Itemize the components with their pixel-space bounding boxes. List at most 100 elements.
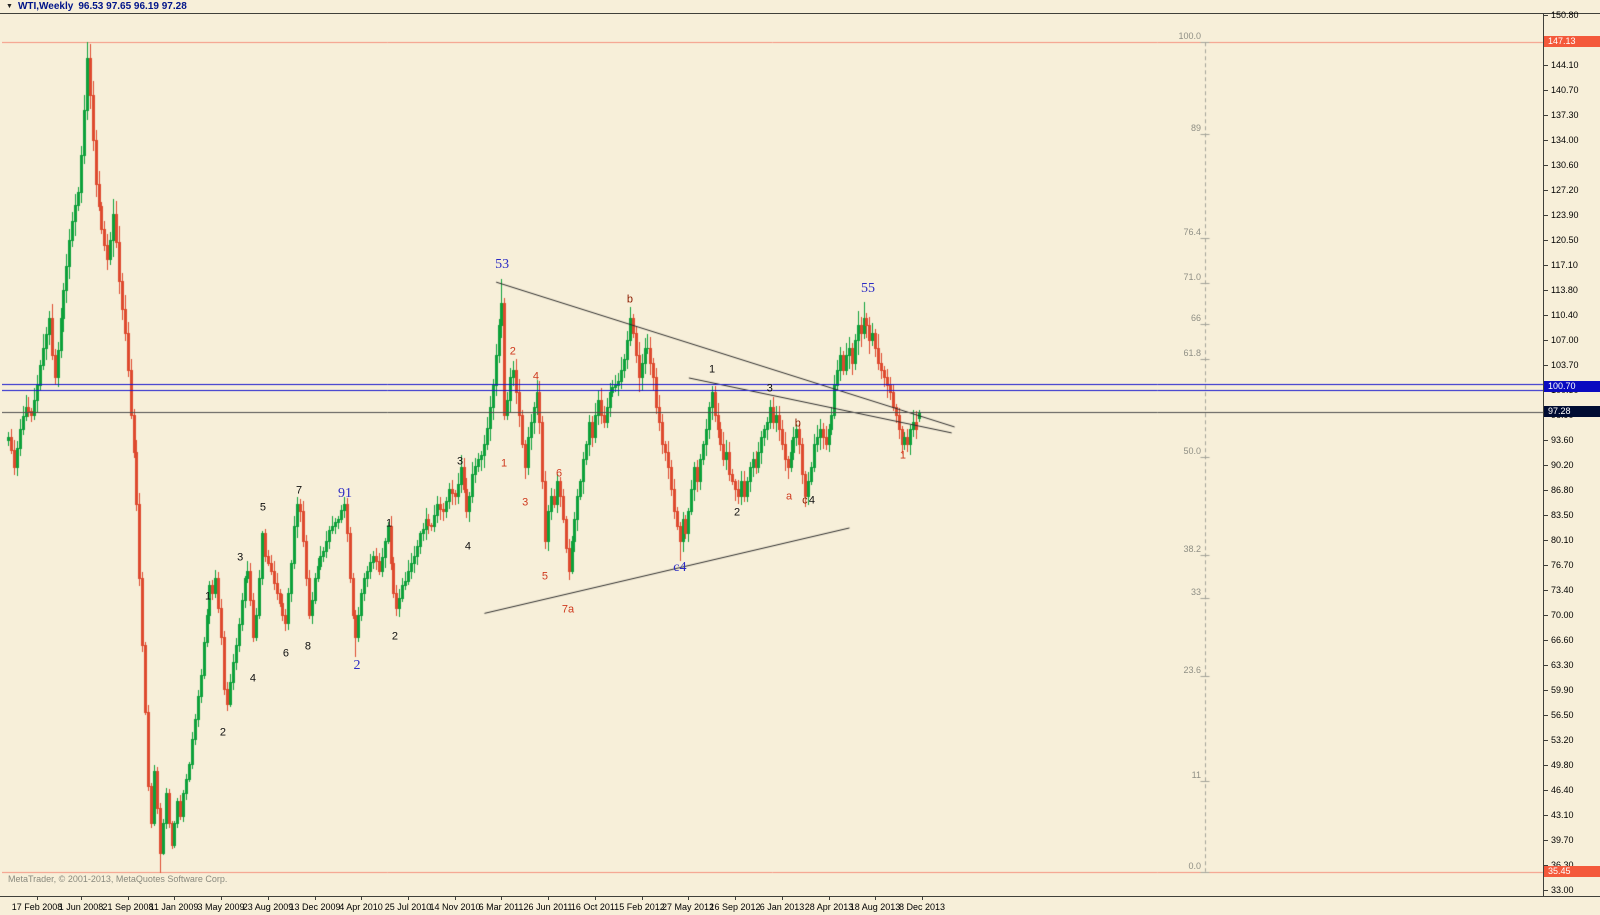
date-axis-tick [501, 897, 502, 900]
price-axis-tick [1544, 765, 1548, 766]
price-axis-tick [1544, 490, 1548, 491]
wave-label[interactable]: 91 [337, 486, 352, 502]
price-axis-tick [1544, 565, 1548, 566]
price-axis-label: 150.80 [1551, 10, 1579, 20]
date-axis-tick [81, 897, 82, 900]
date-axis-tick [221, 897, 222, 900]
wave-label[interactable]: 55 [860, 281, 875, 297]
price-axis-label: 83.50 [1551, 510, 1574, 520]
date-axis-tick [922, 897, 923, 900]
date-axis-label: 13 Dec 2009 [289, 902, 341, 912]
price-axis-tick [1544, 290, 1548, 291]
price-axis-label: 134.00 [1551, 135, 1579, 145]
fib-level-label: 11 [1191, 769, 1201, 780]
price-axis-label: 93.60 [1551, 435, 1574, 445]
price-axis-label: 36.30 [1551, 860, 1574, 870]
wave-label[interactable]: 7 [296, 484, 303, 497]
wave-label[interactable]: 2 [391, 630, 398, 643]
date-axis-label: 21 Sep 2008 [102, 902, 154, 912]
price-tag-current: 97.28 [1544, 406, 1600, 417]
price-axis-tick [1544, 165, 1548, 166]
price-tag-low-35: 35.45 [1544, 866, 1600, 877]
price-axis-label: 70.00 [1551, 610, 1574, 620]
wave-label[interactable]: 1 [385, 517, 393, 530]
wave-label[interactable]: 3 [237, 551, 244, 564]
date-axis-tick [455, 897, 456, 900]
date-axis-tick [315, 897, 316, 900]
date-axis-label: 25 Jul 2010 [384, 902, 432, 912]
date-axis-tick [548, 897, 549, 900]
wave-label[interactable]: 4 [464, 540, 471, 553]
price-axis-tick [1544, 615, 1548, 616]
date-axis-tick [642, 897, 643, 900]
date-axis-label: 16 Sep 2012 [709, 902, 761, 912]
price-axis-tick [1544, 890, 1548, 891]
wave-label[interactable]: 1 [708, 363, 716, 376]
fib-level-label: 0.0 [1188, 860, 1201, 871]
wave-label[interactable]: 2 [353, 658, 361, 674]
price-axis-tick [1544, 190, 1548, 191]
wave-label[interactable]: 53 [495, 257, 510, 273]
wave-label[interactable]: 2 [219, 726, 226, 739]
wave-label[interactable]: 2 [509, 345, 516, 358]
price-axis-label: 56.50 [1551, 710, 1574, 720]
fib-level-label: 23.6 [1183, 664, 1201, 675]
fib-level-label: 66 [1190, 313, 1201, 324]
fib-level-label: 33 [1190, 587, 1201, 598]
date-axis-label: 4 Apr 2010 [339, 902, 383, 912]
fib-level-label: 100.0 [1178, 31, 1201, 42]
wave-label[interactable]: 8 [304, 640, 311, 653]
wave-label[interactable]: 1 [204, 590, 212, 603]
price-axis-label: 144.10 [1551, 60, 1579, 70]
wave-label[interactable]: 3 [766, 382, 773, 395]
wave-label[interactable]: c [802, 494, 808, 507]
price-axis-tick [1544, 440, 1548, 441]
copyright-text: MetaTrader, © 2001-2013, MetaQuotes Soft… [8, 874, 228, 884]
price-axis[interactable]: 150.80147.40144.10140.70137.30134.00130.… [1543, 10, 1600, 896]
symbol-dropdown-icon[interactable]: ▼ [6, 2, 13, 10]
wave-label[interactable]: 6 [555, 467, 563, 480]
wave-label[interactable]: 4 [249, 672, 257, 685]
wave-label[interactable]: a [786, 490, 793, 503]
chart-plot-area[interactable]: 100.0 89 76.4 71.0 66 61.8 50.0 38.2 33 23.6 11 0.0… [2, 14, 1543, 896]
wave-label[interactable]: 4 [808, 494, 815, 507]
price-axis-tick [1544, 790, 1548, 791]
price-axis-label: 120.50 [1551, 235, 1579, 245]
date-axis-tick [408, 897, 409, 900]
wave-label[interactable]: 4 [532, 370, 539, 383]
wave-label[interactable]: 1 [501, 457, 508, 470]
wave-label[interactable]: 5 [541, 570, 549, 583]
price-axis-label: 53.20 [1551, 735, 1574, 745]
price-axis-tick [1544, 365, 1548, 366]
chart-header: ▼ WTI,Weekly 96.53 97.65 96.19 97.28 [0, 0, 1600, 14]
price-axis-label: 123.90 [1551, 210, 1579, 220]
price-axis-label: 117.10 [1551, 260, 1578, 270]
price-axis-tick [1544, 740, 1548, 741]
wave-label[interactable]: 6 [282, 647, 290, 660]
price-axis-tick [1544, 90, 1548, 91]
price-axis-tick [1544, 665, 1548, 666]
price-axis-tick [1544, 215, 1548, 216]
wave-label[interactable]: 7a [561, 603, 575, 616]
date-axis[interactable]: 17 Feb 2008 1 Jun 2008 21 Sep 2008 11 Jan 2… [0, 896, 1600, 915]
wave-label[interactable]: b [794, 417, 801, 430]
wave-label[interactable]: 1 [899, 449, 907, 462]
ohlc-values: 96.53 97.65 96.19 97.28 [78, 1, 187, 12]
date-axis-label: 18 Aug 2013 [849, 902, 901, 912]
date-axis-label: 5 Feb 2012 [619, 902, 665, 912]
date-axis-label: 1 Jun 2008 [58, 902, 104, 912]
wave-label[interactable]: 5 [259, 501, 266, 514]
wave-label[interactable]: 3 [522, 496, 529, 509]
wave-label[interactable]: b [626, 293, 634, 306]
date-axis-tick [782, 897, 783, 900]
candlestick-canvas[interactable] [2, 14, 1543, 896]
price-axis-tick [1544, 515, 1548, 516]
wave-label[interactable]: 3 [456, 455, 464, 468]
wave-label[interactable]: c4 [673, 560, 687, 576]
price-axis-tick [1544, 540, 1548, 541]
price-axis-label: 140.70 [1551, 85, 1579, 95]
date-axis-label: 16 Oct 2011 [570, 902, 620, 912]
price-axis-tick [1544, 240, 1548, 241]
wave-label[interactable]: 2 [734, 506, 741, 519]
price-axis-tick [1544, 340, 1548, 341]
